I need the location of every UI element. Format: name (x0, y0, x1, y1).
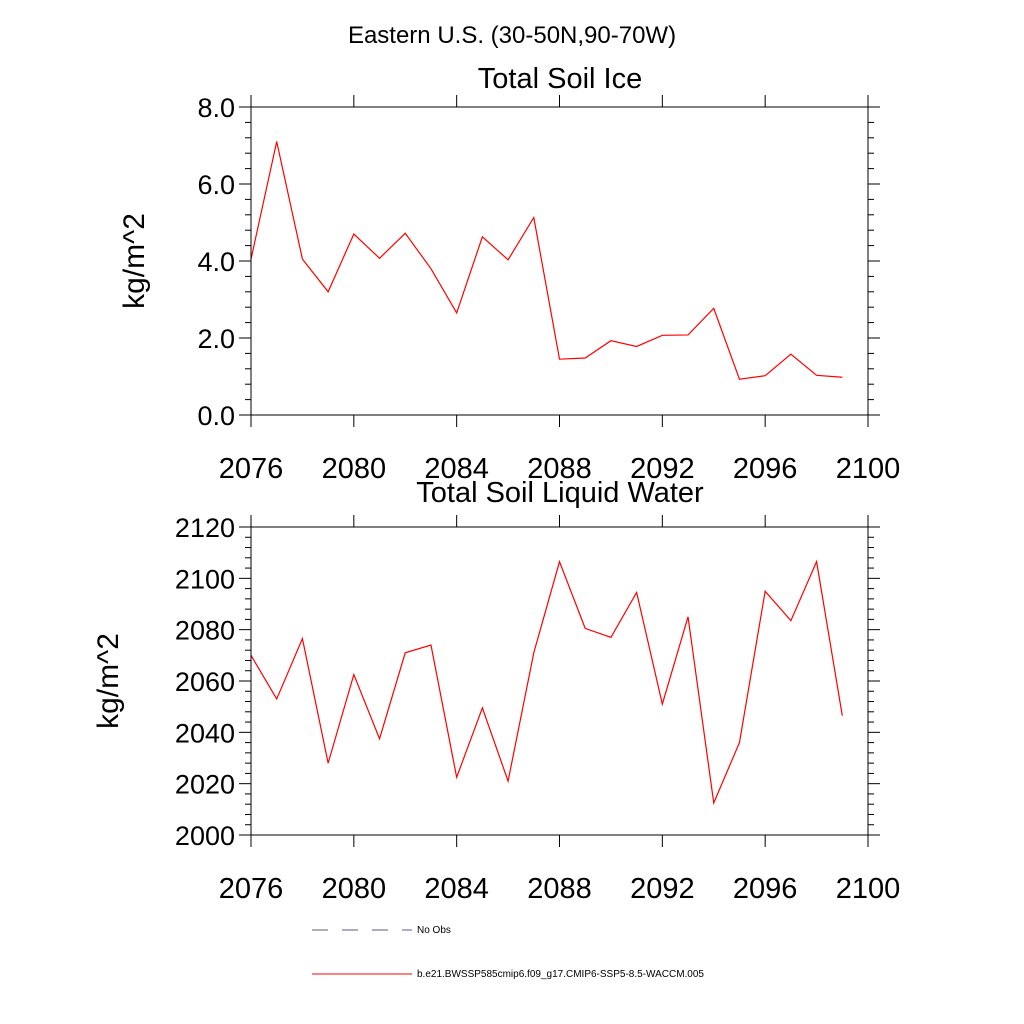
x-tick-label: 2076 (219, 453, 284, 485)
series-group-soil-liquid-water (250, 559, 843, 806)
x-tick-label: 2076 (219, 873, 284, 905)
x-tick-label: 2100 (836, 453, 901, 485)
y-tick-label: 4.0 (197, 247, 235, 277)
panel-title-soil-ice: Total Soil Ice (478, 63, 642, 95)
series-group-soil-ice (250, 141, 843, 380)
y-tick-label: 2120 (175, 513, 235, 543)
series-line-soil-liquid-water (250, 559, 843, 806)
legend-label-no-obs: No Obs (417, 925, 451, 936)
x-tick-label: 2088 (527, 453, 592, 485)
y-tick-label: 2000 (175, 821, 235, 851)
panel-soil-ice: Total Soil Ice kg/m^2 0.0 2.0 4.0 6.0 8.0 207… (118, 63, 900, 485)
x-tick-label: 2096 (733, 453, 798, 485)
ticks-soil-ice (239, 95, 880, 427)
x-tick-label: 2092 (630, 873, 695, 905)
y-tick-label: 6.0 (197, 170, 235, 200)
x-tick-label: 2084 (424, 873, 489, 905)
x-tick-label: 2096 (733, 873, 798, 905)
y-axis-label-soil-liquid-water: kg/m^2 (92, 633, 125, 729)
y-tick-label: 2080 (175, 616, 235, 646)
y-tick-label: 2060 (175, 667, 235, 697)
chart-suptitle: Eastern U.S. (30-50N,90-70W) (348, 22, 676, 49)
x-tick-label: 2084 (424, 453, 489, 485)
plot-frame-soil-liquid-water (250, 526, 869, 836)
x-tick-label: 2092 (630, 453, 695, 485)
y-tick-label: 8.0 (197, 93, 235, 123)
ticks-soil-liquid-water (239, 515, 880, 847)
series-line-soil-ice (250, 141, 843, 380)
panel-title-soil-liquid-water: Total Soil Liquid Water (416, 477, 704, 509)
y-tick-label: 2100 (175, 564, 235, 594)
x-tick-label: 2080 (322, 453, 387, 485)
x-tick-label: 2100 (836, 873, 901, 905)
x-tick-label: 2088 (527, 873, 592, 905)
y-tick-label: 2020 (175, 770, 235, 800)
x-tick-label: 2080 (322, 873, 387, 905)
panel-soil-liquid-water: Total Soil Liquid Water kg/m^2 200020202… (92, 477, 900, 905)
y-tick-label: 2040 (175, 718, 235, 748)
y-tick-label: 0.0 (197, 401, 235, 431)
legend-label-waccm-run: b.e21.BWSSP585cmip6.f09_g17.CMIP6-SSP5-8… (417, 969, 704, 980)
y-axis-label-soil-ice: kg/m^2 (118, 213, 151, 309)
plot-frame-soil-ice (250, 106, 869, 416)
tick-labels-soil-liquid-water: 2000 2020 2040 2060 2080 2100 2120 2076 2080 2084… (175, 513, 900, 905)
legend: No Obs b.e21.BWSSP585cmip6.f09_g17.CMIP6… (312, 925, 704, 980)
tick-labels-soil-ice: 0.0 2.0 4.0 6.0 8.0 2076 2080 2084 2088 2092 2096 2… (197, 93, 900, 485)
y-tick-label: 2.0 (197, 324, 235, 354)
